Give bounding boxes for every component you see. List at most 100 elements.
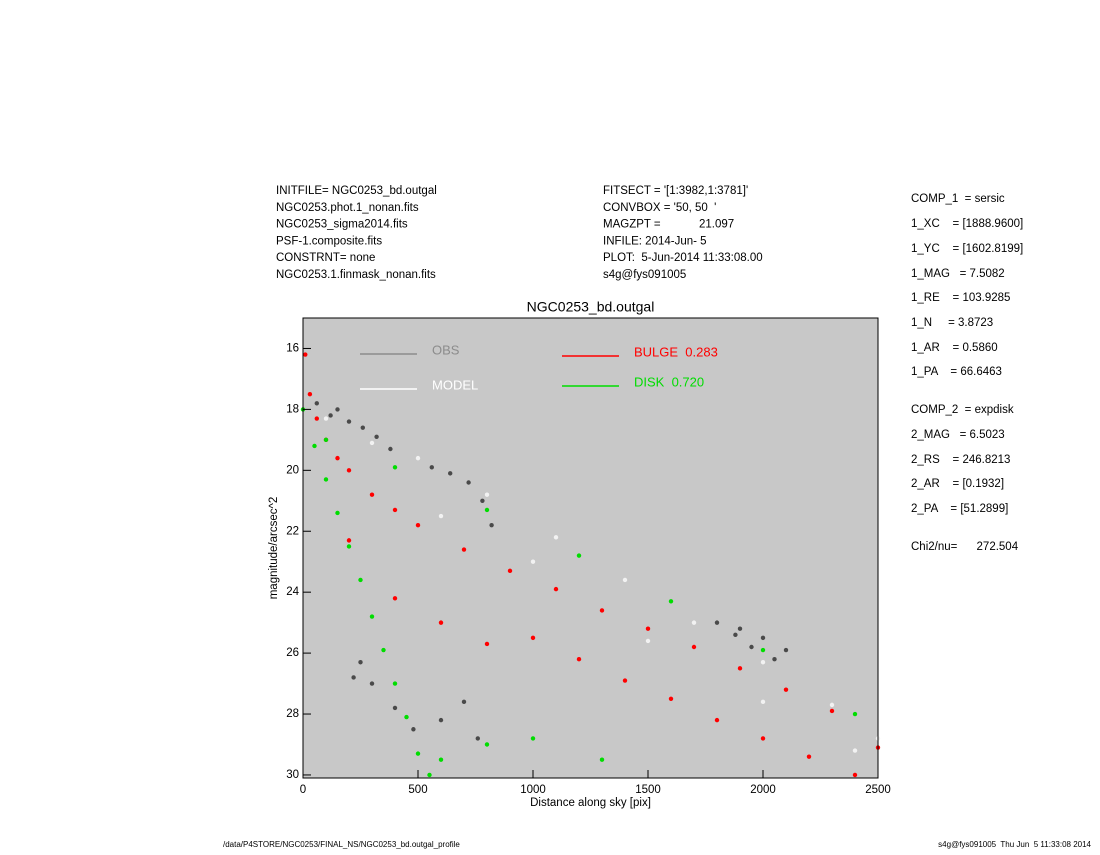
y-tick-label: 24 bbox=[286, 586, 299, 598]
param-line: 2_RS = 246.8213 bbox=[911, 454, 1010, 466]
header-line: FITSECT = '[1:3982,1:3781]' bbox=[603, 185, 748, 197]
point bbox=[438, 717, 444, 723]
point bbox=[480, 498, 485, 503]
point bbox=[438, 513, 444, 519]
y-tick-label: 20 bbox=[286, 464, 299, 476]
param-line: COMP_1 = sersic bbox=[911, 193, 1005, 205]
y-tick-label: 26 bbox=[286, 647, 299, 659]
point bbox=[346, 419, 352, 424]
point bbox=[852, 772, 858, 778]
point bbox=[335, 407, 340, 412]
point bbox=[714, 620, 720, 625]
header-line: CONSTRNT= none bbox=[276, 252, 375, 264]
legend-label: BULGE 0.283 bbox=[634, 344, 718, 359]
param-line: 1_YC = [1602.8199] bbox=[911, 243, 1023, 255]
point bbox=[691, 644, 697, 650]
footer-left: /data/P4STORE/NGC0253/FINAL_NS/NGC0253_b… bbox=[223, 840, 460, 849]
param-line: Chi2/nu= 272.504 bbox=[911, 541, 1019, 553]
point bbox=[733, 632, 738, 638]
point bbox=[312, 443, 317, 449]
point bbox=[530, 559, 536, 564]
point bbox=[369, 440, 375, 446]
header-line: CONVBOX = '50, 50 ' bbox=[603, 202, 716, 214]
point bbox=[622, 577, 628, 583]
point bbox=[466, 480, 471, 485]
point bbox=[829, 702, 835, 708]
header-line: PLOT: 5-Jun-2014 11:33:08.00 bbox=[603, 252, 763, 264]
point bbox=[438, 757, 444, 762]
point bbox=[427, 772, 432, 778]
point bbox=[852, 748, 858, 753]
y-tick-label: 22 bbox=[286, 525, 299, 537]
point bbox=[668, 599, 674, 604]
param-line: 2_AR = [0.1932] bbox=[911, 478, 1004, 490]
header-line: s4g@fys091005 bbox=[603, 269, 686, 281]
point bbox=[346, 544, 352, 549]
y-tick-label: 28 bbox=[286, 708, 299, 720]
point bbox=[374, 434, 379, 440]
point bbox=[328, 413, 333, 418]
legend-label: DISK 0.720 bbox=[634, 374, 704, 389]
point bbox=[461, 699, 467, 705]
point bbox=[392, 465, 398, 470]
point bbox=[576, 553, 582, 558]
header-line: NGC0253_sigma2014.fits bbox=[276, 219, 408, 231]
point bbox=[749, 644, 754, 650]
point bbox=[772, 656, 777, 662]
point bbox=[484, 742, 490, 747]
x-tick-label: 2500 bbox=[865, 784, 891, 796]
point bbox=[360, 425, 365, 430]
point bbox=[760, 660, 766, 665]
header-line: INFILE: 2014-Jun- 5 bbox=[603, 235, 707, 247]
param-line: 1_MAG = 7.5082 bbox=[911, 268, 1005, 280]
point bbox=[448, 471, 453, 476]
point bbox=[303, 352, 308, 357]
point bbox=[714, 717, 720, 723]
point bbox=[576, 656, 582, 662]
point bbox=[599, 608, 605, 613]
y-tick-label: 18 bbox=[286, 403, 299, 415]
point bbox=[507, 568, 513, 574]
x-tick-label: 2000 bbox=[750, 784, 776, 796]
point bbox=[829, 708, 835, 714]
point bbox=[381, 647, 386, 653]
point bbox=[346, 538, 352, 543]
point bbox=[335, 455, 340, 461]
point bbox=[429, 465, 434, 470]
point bbox=[668, 696, 674, 701]
point bbox=[484, 641, 490, 647]
point bbox=[622, 678, 628, 683]
point bbox=[411, 727, 416, 732]
param-line: 1_PA = 66.6463 bbox=[911, 366, 1002, 378]
param-line: COMP_2 = expdisk bbox=[911, 404, 1014, 416]
point bbox=[783, 687, 789, 692]
point bbox=[404, 714, 409, 720]
header-line: NGC0253.phot.1_nonan.fits bbox=[276, 202, 419, 214]
point bbox=[351, 675, 356, 680]
y-tick-label: 30 bbox=[286, 769, 299, 781]
header-line: NGC0253.1.finmask_nonan.fits bbox=[276, 269, 436, 281]
point bbox=[307, 391, 313, 397]
point bbox=[369, 614, 375, 619]
point bbox=[392, 681, 398, 686]
point bbox=[760, 736, 766, 741]
point bbox=[737, 666, 743, 671]
point bbox=[323, 416, 329, 421]
point bbox=[314, 416, 319, 421]
point bbox=[484, 492, 490, 497]
header-line: PSF-1.composite.fits bbox=[276, 235, 382, 247]
header-line: INITFILE= NGC0253_bd.outgal bbox=[276, 185, 437, 197]
point bbox=[415, 751, 421, 756]
y-tick-label: 16 bbox=[286, 342, 299, 354]
point bbox=[392, 705, 398, 711]
point bbox=[530, 736, 536, 741]
chart-title: NGC0253_bd.outgal bbox=[527, 299, 655, 315]
point bbox=[461, 547, 467, 552]
point bbox=[358, 660, 363, 665]
plot-frame bbox=[302, 317, 879, 779]
point bbox=[691, 620, 697, 625]
legend-label: OBS bbox=[432, 342, 460, 357]
point bbox=[369, 492, 375, 497]
x-tick-label: 0 bbox=[300, 784, 306, 796]
